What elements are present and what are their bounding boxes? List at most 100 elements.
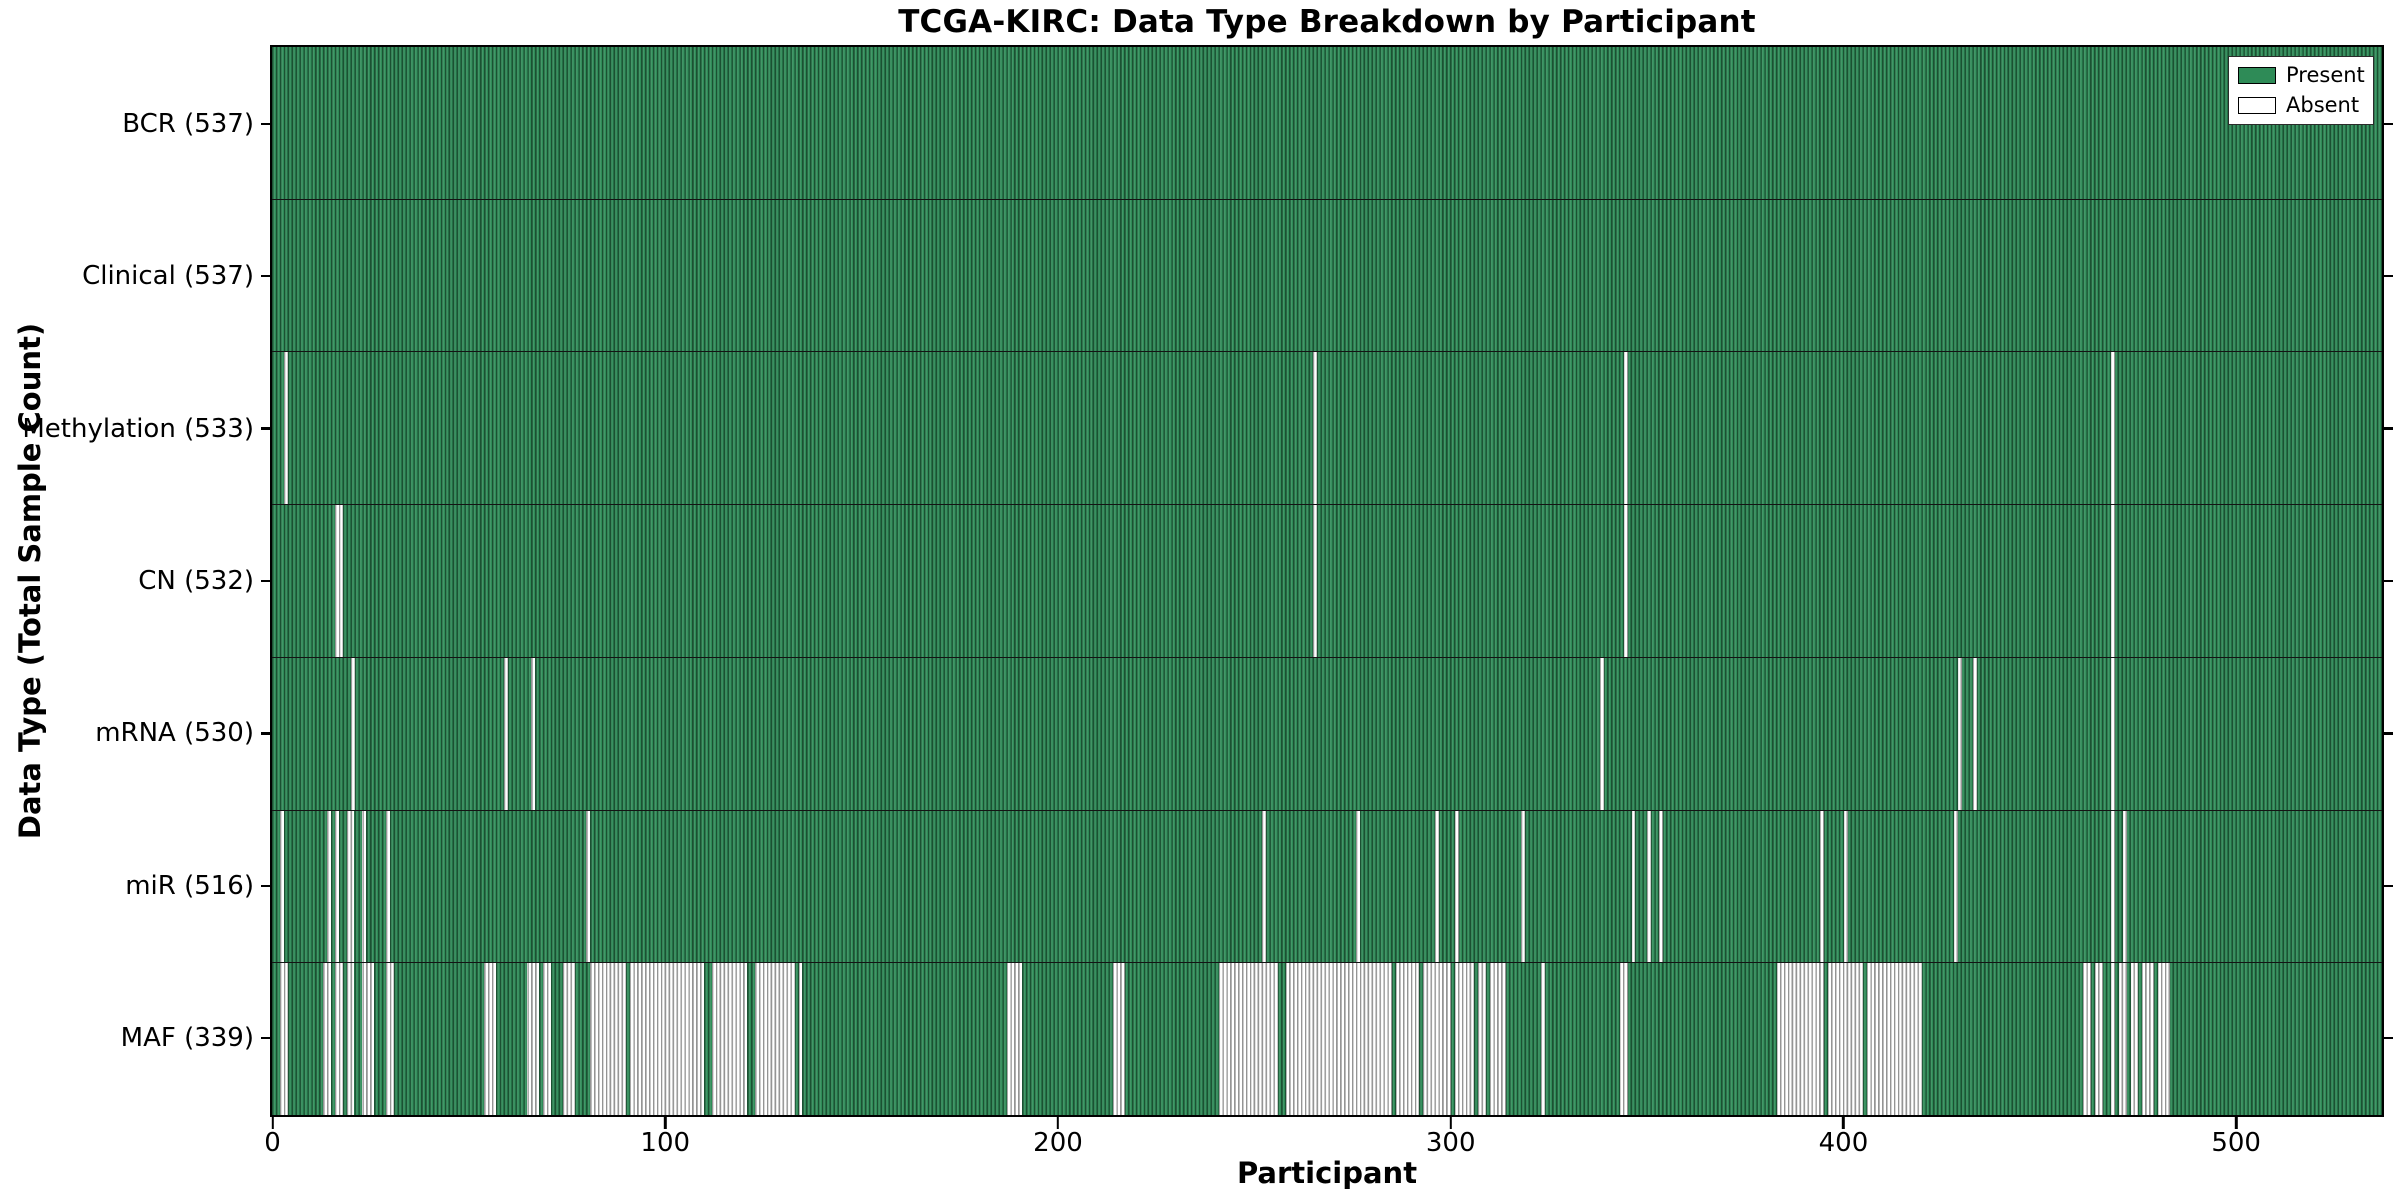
legend-item-present: Present — [2238, 63, 2365, 87]
absent-bar — [334, 505, 343, 657]
absent-bar — [1827, 963, 1864, 1116]
xtick-label-100: 100 — [640, 1128, 691, 1158]
absent-bar — [1600, 657, 1604, 810]
absent-bar — [2158, 963, 2170, 1116]
absent-bar — [484, 963, 496, 1116]
absent-bar — [1285, 963, 1392, 1116]
row-mrna — [272, 657, 2382, 811]
ytick-label-mir: miR (516) — [125, 870, 254, 901]
row-bcr — [272, 47, 2382, 200]
participant-column-grid — [272, 657, 2382, 810]
absent-bar — [1623, 352, 1628, 505]
ytick-mark-right — [2384, 427, 2393, 430]
xtick-mark-500 — [2234, 1117, 2238, 1129]
absent-bar — [586, 810, 591, 963]
absent-bar — [1619, 963, 1628, 1116]
absent-bar — [1631, 810, 1636, 963]
xtick-mark-400 — [1842, 1117, 1845, 1129]
ytick-label-clinical: Clinical (537) — [82, 261, 254, 292]
legend-label: Present — [2286, 63, 2365, 87]
absent-bar — [1973, 657, 1978, 810]
absent-bar — [362, 963, 375, 1116]
ytick-mark-right — [2384, 274, 2393, 278]
ytick-mark-left — [261, 274, 270, 278]
absent-bar — [1490, 963, 1506, 1116]
absent-bar — [1820, 810, 1825, 963]
absent-bar — [327, 810, 331, 963]
row-methylation — [272, 352, 2382, 506]
ytick-mark-right — [2384, 1037, 2393, 1040]
ytick-mark-left — [261, 122, 270, 125]
ytick-mark-left — [261, 579, 270, 583]
absent-bar — [712, 963, 748, 1116]
absent-bar — [527, 963, 540, 1116]
absent-bar — [334, 810, 339, 963]
legend-swatch-present — [2238, 67, 2276, 84]
ytick-mark-left — [261, 427, 270, 430]
absent-bar — [2095, 963, 2103, 1116]
row-cn — [272, 505, 2382, 658]
ytick-mark-right — [2384, 122, 2393, 125]
absent-bar — [1867, 963, 1923, 1116]
ytick-mark-left — [261, 1037, 270, 1040]
absent-bar — [279, 810, 284, 963]
absent-bar — [1843, 810, 1848, 963]
xtick-label-400: 400 — [1818, 1128, 1869, 1158]
absent-bar — [1218, 963, 1278, 1116]
absent-bar — [543, 963, 551, 1116]
absent-bar — [1478, 963, 1487, 1116]
absent-bar — [1521, 810, 1526, 963]
absent-bar — [385, 810, 390, 963]
ytick-mark-left — [261, 732, 270, 735]
absent-bar — [503, 657, 508, 810]
legend-label: Absent — [2286, 93, 2360, 117]
absent-bar — [362, 810, 367, 963]
absent-bar — [562, 963, 575, 1116]
absent-bar — [798, 963, 803, 1116]
absent-bar — [1957, 657, 1962, 810]
absent-bar — [1454, 810, 1459, 963]
absent-bar — [2110, 505, 2115, 657]
ytick-mark-right — [2384, 884, 2393, 888]
xtick-mark-300 — [1449, 1117, 1452, 1129]
legend: Present Absent — [2228, 56, 2374, 125]
absent-bar — [2122, 810, 2127, 963]
absent-bar — [2130, 963, 2139, 1116]
chart-title: TCGA-KIRC: Data Type Breakdown by Partic… — [898, 4, 1756, 40]
absent-bar — [2142, 963, 2155, 1116]
row-maf — [272, 963, 2382, 1116]
participant-column-grid — [272, 199, 2382, 352]
absent-bar — [385, 963, 394, 1116]
xtick-label-200: 200 — [1033, 1128, 1083, 1158]
legend-item-absent: Absent — [2238, 95, 2364, 116]
absent-bar — [1313, 505, 1318, 657]
absent-bar — [2110, 810, 2115, 963]
absent-bar — [2110, 352, 2115, 505]
ytick-mark-right — [2384, 579, 2393, 583]
xtick-label-300: 300 — [1425, 1128, 1476, 1158]
absent-bar — [1454, 963, 1475, 1116]
absent-bar — [283, 352, 288, 505]
row-mir — [272, 810, 2382, 964]
absent-bar — [334, 963, 343, 1116]
absent-bar — [2083, 963, 2092, 1116]
absent-bar — [1356, 810, 1361, 963]
absent-bar — [346, 810, 355, 963]
participant-column-grid — [272, 47, 2382, 199]
legend-swatch-absent — [2238, 97, 2276, 114]
ytick-label-bcr: BCR (537) — [122, 108, 254, 139]
xtick-label-0: 0 — [264, 1128, 281, 1158]
absent-bar — [531, 657, 536, 810]
participant-column-grid — [272, 352, 2382, 505]
xtick-mark-100 — [664, 1117, 667, 1129]
absent-bar — [590, 963, 626, 1116]
absent-bar — [1659, 810, 1663, 963]
ytick-label-methylation: Methylation (533) — [22, 413, 254, 444]
x-axis-label: Participant — [1236, 1156, 1418, 1190]
ytick-label-maf: MAF (339) — [120, 1023, 254, 1054]
xtick-mark-0 — [271, 1117, 274, 1129]
ytick-mark-left — [261, 884, 270, 888]
absent-bar — [1262, 810, 1267, 963]
ytick-label-cn: CN (532) — [138, 566, 254, 596]
absent-bar — [346, 963, 355, 1116]
